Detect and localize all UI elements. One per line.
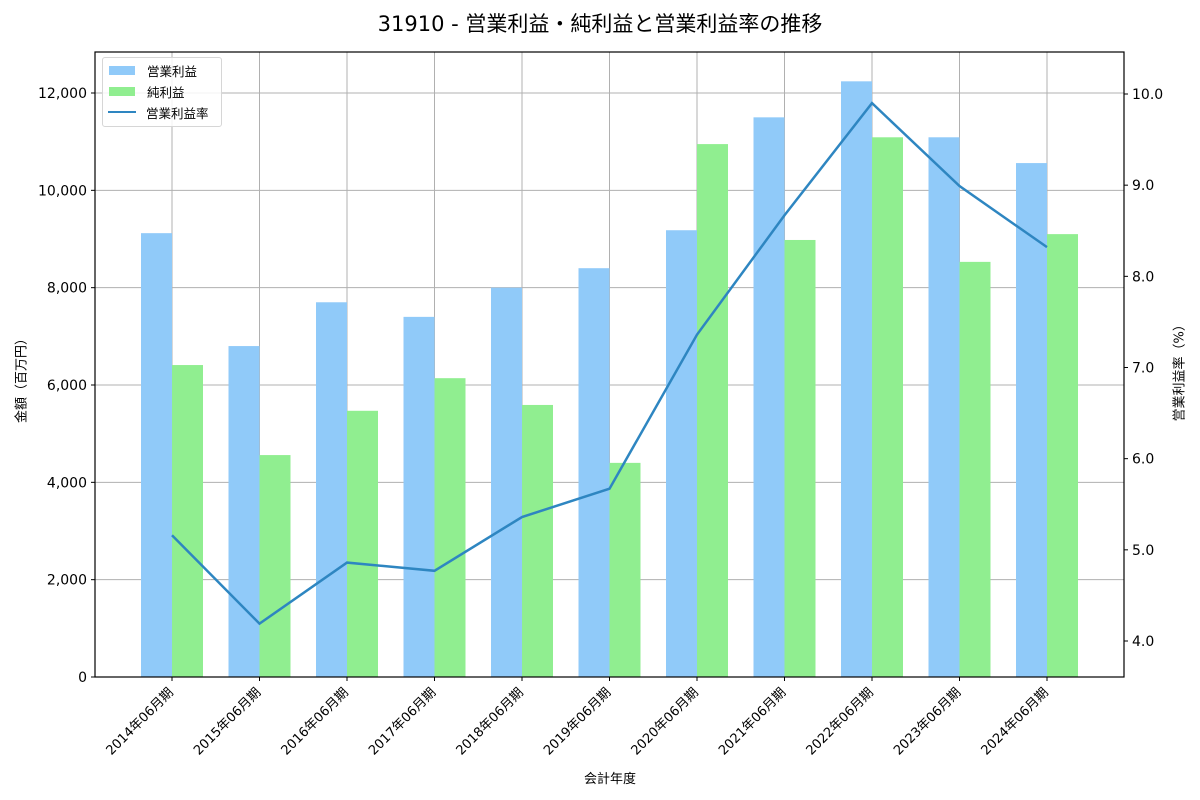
bar-operating-profit xyxy=(316,302,347,677)
y2-tick-label: 9.0 xyxy=(1132,178,1154,194)
y-tick-label: 10,000 xyxy=(38,183,87,199)
x-tick-label: 2014年06月期 xyxy=(104,685,177,758)
bar-operating-profit xyxy=(578,268,610,677)
y2-tick-label: 6.0 xyxy=(1132,452,1154,468)
y-tick-label: 6,000 xyxy=(47,378,87,394)
x-tick-label: 2022年06月期 xyxy=(804,685,877,758)
legend-item-operating-margin: 営業利益率 xyxy=(108,103,209,121)
y-tick-label: 4,000 xyxy=(47,475,87,491)
x-tick-label: 2020年06月期 xyxy=(629,685,702,758)
bar-operating-profit xyxy=(841,81,872,677)
bar-operating-profit xyxy=(228,346,260,677)
bar-operating-profit xyxy=(753,117,785,678)
bar-net-profit xyxy=(959,261,991,677)
bar-group xyxy=(753,117,816,678)
legend-label: 純利益 xyxy=(147,84,185,100)
legend-item-operating-profit: 営業利益 xyxy=(109,61,197,79)
chart-title: 31910 - 営業利益・純利益と営業利益率の推移 xyxy=(377,12,823,36)
legend-swatch-net-profit xyxy=(109,86,135,96)
legend: 営業利益 純利益 営業利益率 xyxy=(102,57,222,127)
bar-operating-profit xyxy=(928,137,960,677)
bar-group xyxy=(841,81,903,677)
x-tick-label: 2015年06月期 xyxy=(191,685,264,758)
bar-group xyxy=(491,287,553,677)
bar-group xyxy=(666,144,728,678)
bar-group xyxy=(1016,163,1078,677)
y-tick-label: 2,000 xyxy=(47,573,87,589)
bar-net-profit xyxy=(522,404,553,677)
y-axis-right-label: 営業利益率（%） xyxy=(1172,318,1188,422)
y2-tick-label: 7.0 xyxy=(1132,361,1154,377)
x-axis-label: 会計年度 xyxy=(583,772,636,787)
bar-group xyxy=(578,268,641,677)
bar-operating-profit xyxy=(1016,163,1047,677)
legend-label: 営業利益率 xyxy=(146,105,209,121)
y2-tick-label: 10.0 xyxy=(1132,87,1163,103)
bar-operating-profit xyxy=(403,316,435,677)
y-axis-left-label: 金額（百万円） xyxy=(14,332,30,424)
x-tick-label: 2016年06月期 xyxy=(279,685,352,758)
x-tick-label: 2021年06月期 xyxy=(716,685,789,758)
y-axis-left: 0 2,000 4,000 6,000 8,000 10,000 12,000 xyxy=(38,86,95,686)
bar-net-profit xyxy=(347,410,378,677)
legend-item-net-profit: 純利益 xyxy=(109,82,185,100)
x-tick-label: 2023年06月期 xyxy=(891,685,964,758)
y2-tick-label: 4.0 xyxy=(1132,634,1154,650)
legend-swatch-operating-profit xyxy=(109,65,135,75)
x-tick-label: 2017年06月期 xyxy=(366,685,439,758)
bar-net-profit xyxy=(172,365,203,677)
y-tick-label: 0 xyxy=(78,670,87,686)
y-axis-right: 4.0 5.0 6.0 7.0 8.0 9.0 10.0 xyxy=(1124,87,1163,650)
bar-group xyxy=(141,233,203,677)
line-operating-margin xyxy=(171,101,1048,626)
bar-group xyxy=(403,316,466,677)
bar-group xyxy=(316,302,378,677)
bar-net-profit xyxy=(259,455,291,677)
bar-group xyxy=(228,346,291,677)
bar-net-profit xyxy=(872,137,903,677)
bar-net-profit xyxy=(697,144,728,678)
bar-net-profit xyxy=(609,462,641,677)
x-tick-label: 2024年06月期 xyxy=(979,685,1052,758)
bar-operating-profit xyxy=(666,230,697,678)
legend-label: 営業利益 xyxy=(147,63,198,79)
y2-tick-label: 5.0 xyxy=(1132,543,1154,559)
x-tick-label: 2018年06月期 xyxy=(454,685,527,758)
bar-net-profit xyxy=(784,239,816,677)
bar-operating-profit xyxy=(141,233,172,677)
x-axis: 2014年06月期 2015年06月期 2016年06月期 2017年06月期 2018… xyxy=(104,677,1052,759)
y-tick-label: 12,000 xyxy=(38,86,87,102)
bar-group xyxy=(928,137,991,677)
legend-line-operating-margin xyxy=(108,110,136,114)
x-tick-label: 2019年06月期 xyxy=(541,685,614,758)
bar-net-profit xyxy=(434,378,466,677)
bar-net-profit xyxy=(1047,234,1078,677)
bar-operating-profit xyxy=(491,287,522,677)
y-tick-label: 8,000 xyxy=(47,281,87,297)
y2-tick-label: 8.0 xyxy=(1132,269,1154,285)
